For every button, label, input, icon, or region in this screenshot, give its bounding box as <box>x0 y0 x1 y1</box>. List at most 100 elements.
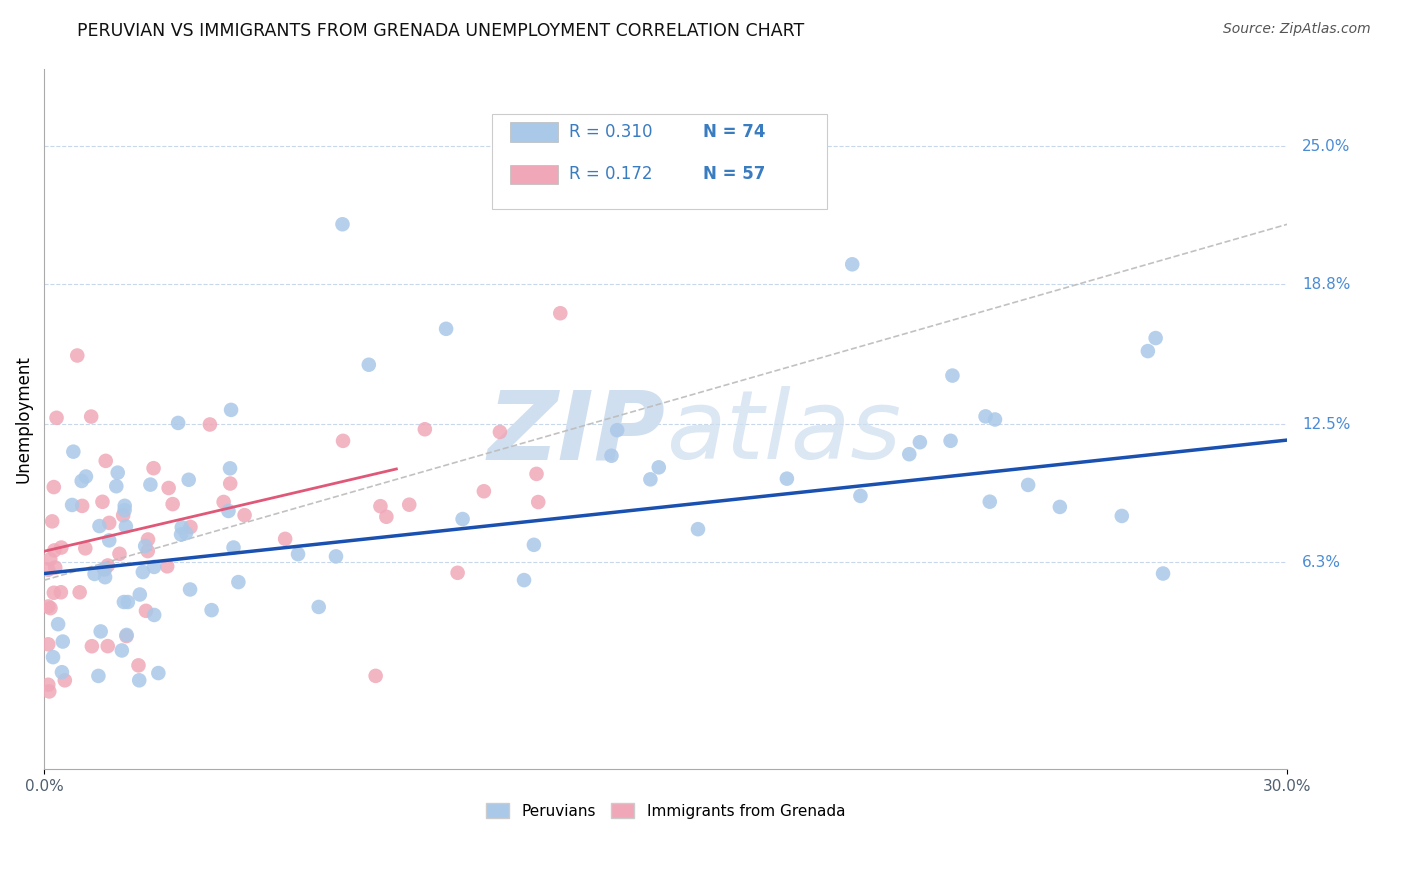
Point <box>523 538 546 552</box>
Point <box>51 665 73 680</box>
Text: N = 57: N = 57 <box>703 165 765 184</box>
Point <box>94 562 117 576</box>
Point <box>41 514 63 528</box>
Point <box>1017 478 1039 492</box>
Point <box>97 639 120 653</box>
Point <box>70 499 93 513</box>
Point <box>135 604 157 618</box>
Point <box>94 454 117 468</box>
Text: R = 0.172: R = 0.172 <box>569 165 652 184</box>
Y-axis label: Unemployment: Unemployment <box>15 355 32 483</box>
Point <box>1152 566 1174 581</box>
Point <box>89 519 111 533</box>
Point <box>42 586 65 600</box>
Point <box>115 628 138 642</box>
Point <box>841 257 863 271</box>
Point <box>156 559 179 574</box>
Point <box>107 466 129 480</box>
Legend: Peruvians, Immigrants from Grenada: Peruvians, Immigrants from Grenada <box>481 797 851 825</box>
Point <box>108 547 131 561</box>
Point <box>198 417 221 432</box>
Point <box>174 526 197 541</box>
Point <box>325 549 347 564</box>
Point <box>446 566 468 580</box>
FancyBboxPatch shape <box>492 114 827 209</box>
Text: 25.0%: 25.0% <box>1302 139 1351 154</box>
Point <box>451 512 474 526</box>
Point <box>170 520 193 534</box>
Point <box>132 565 155 579</box>
Point <box>114 503 136 517</box>
Text: R = 0.310: R = 0.310 <box>569 123 652 141</box>
Point <box>98 516 121 530</box>
Point <box>332 434 354 448</box>
Point <box>94 570 117 584</box>
Point <box>91 495 114 509</box>
Point <box>45 410 67 425</box>
Point <box>1136 344 1159 359</box>
Point <box>219 476 242 491</box>
Point <box>648 460 671 475</box>
Point <box>37 563 59 577</box>
Point <box>66 349 89 363</box>
Point <box>548 306 571 320</box>
Point <box>75 541 97 556</box>
Point <box>526 467 548 481</box>
Point <box>218 504 240 518</box>
Point <box>219 461 242 475</box>
Point <box>87 669 110 683</box>
Point <box>979 494 1001 508</box>
Point <box>37 599 59 614</box>
Point <box>157 481 180 495</box>
Point <box>93 562 115 576</box>
Point <box>364 669 387 683</box>
Point <box>228 575 250 590</box>
Text: atlas: atlas <box>665 386 901 479</box>
Point <box>136 533 159 547</box>
Point <box>233 508 256 523</box>
Point <box>51 541 73 555</box>
FancyBboxPatch shape <box>510 122 558 142</box>
Point <box>984 412 1007 426</box>
Point <box>52 634 75 648</box>
Point <box>308 599 330 614</box>
Point <box>112 595 135 609</box>
Point <box>370 499 392 513</box>
Point <box>142 461 165 475</box>
Point <box>472 484 495 499</box>
Text: 12.5%: 12.5% <box>1302 417 1351 432</box>
Point <box>179 582 201 597</box>
Point <box>600 449 623 463</box>
Point <box>908 435 931 450</box>
Point <box>80 409 103 424</box>
Point <box>115 629 138 643</box>
Point <box>849 489 872 503</box>
Point <box>434 322 457 336</box>
Text: N = 74: N = 74 <box>703 123 765 141</box>
Point <box>332 217 354 231</box>
Point <box>606 423 628 437</box>
Point <box>941 368 963 383</box>
Point <box>97 558 120 573</box>
Point <box>38 684 60 698</box>
Point <box>44 543 66 558</box>
Point <box>179 520 201 534</box>
Point <box>117 595 139 609</box>
Point <box>53 673 76 688</box>
Point <box>212 495 235 509</box>
Point <box>1049 500 1071 514</box>
Point <box>776 472 799 486</box>
Text: 18.8%: 18.8% <box>1302 277 1351 292</box>
Point <box>136 544 159 558</box>
Point <box>115 519 138 533</box>
Point <box>69 585 91 599</box>
Point <box>105 479 128 493</box>
Point <box>112 508 135 523</box>
Point <box>148 666 170 681</box>
Point <box>83 566 105 581</box>
Point <box>128 587 150 601</box>
Point <box>60 498 83 512</box>
Point <box>939 434 962 448</box>
Point <box>1144 331 1167 345</box>
Point <box>42 650 65 665</box>
